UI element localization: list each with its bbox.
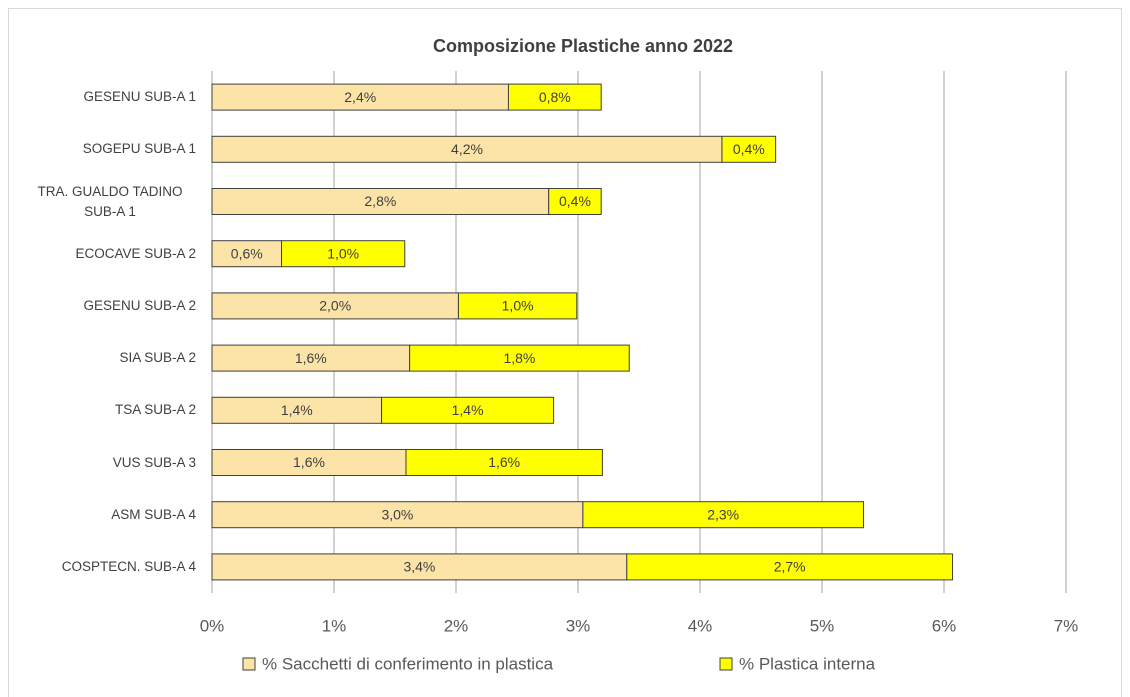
data-label: 1,0% (327, 245, 359, 261)
data-label: 0,8% (539, 89, 571, 105)
bar-segment (211, 188, 550, 215)
data-label: 1,4% (452, 402, 484, 418)
data-label: 1,8% (503, 350, 535, 366)
bar-segment (211, 449, 407, 476)
y-tick-label: VUS SUB-A 3 (0, 443, 196, 483)
data-label: 1,0% (502, 298, 534, 314)
data-label: 0,4% (559, 193, 591, 209)
x-tick-label: 6% (932, 616, 957, 635)
legend-label: % Plastica interna (739, 654, 876, 673)
data-label: 4,2% (451, 141, 483, 157)
x-tick-label: 4% (688, 616, 713, 635)
category-text: ASM SUB-A 4 (111, 506, 196, 522)
category-text: TRA. GUALDO TADINO SUB-A 1 (37, 183, 183, 219)
data-label: 2,4% (344, 89, 376, 105)
category-text: SOGEPU SUB-A 1 (82, 141, 196, 157)
data-label: 2,3% (707, 506, 739, 522)
data-label: 2,0% (319, 298, 351, 314)
y-tick-label: ASM SUB-A 4 (0, 495, 196, 535)
data-label: 2,7% (774, 559, 806, 575)
y-tick-label: GESENU SUB-A 1 (0, 77, 196, 117)
data-label: 3,4% (403, 559, 435, 575)
data-label: 1,4% (281, 402, 313, 418)
bar-segment (281, 240, 406, 268)
data-label: 1,6% (488, 454, 520, 470)
data-label: 2,8% (364, 193, 396, 209)
x-tick-label: 2% (444, 616, 469, 635)
category-text: SIA SUB-A 2 (119, 350, 196, 366)
bar-segment (582, 501, 864, 529)
bar-segment (507, 83, 602, 111)
x-tick-label: 7% (1054, 616, 1079, 635)
legend-label: % Sacchetti di conferimento in plastica (262, 654, 554, 673)
bar-segment (211, 344, 411, 372)
x-tick-label: 1% (322, 616, 347, 635)
category-text: TSA SUB-A 2 (114, 402, 196, 418)
x-tick-label: 3% (566, 616, 591, 635)
bar-segment (409, 344, 630, 372)
bar-segment (211, 396, 383, 424)
bar-segment (211, 553, 628, 581)
data-label: 0,6% (231, 245, 263, 261)
x-tick-label: 5% (810, 616, 835, 635)
bar-segment (721, 135, 777, 163)
bar-segment (548, 188, 602, 215)
legend-swatch (242, 657, 256, 671)
data-label: 0,4% (733, 141, 765, 157)
bar-segment (211, 292, 459, 320)
bar-segment (211, 135, 723, 163)
bar-segment (211, 501, 584, 529)
category-text: COSPTECN. SUB-A 4 (61, 558, 196, 574)
y-tick-label: ECOCAVE SUB-A 2 (0, 234, 196, 274)
bar-segment (211, 240, 283, 268)
bar-segment (211, 83, 509, 111)
x-tick-label: 0% (200, 616, 225, 635)
category-text: ECOCAVE SUB-A 2 (75, 245, 196, 261)
y-tick-label: GESENU SUB-A 2 (0, 286, 196, 326)
data-label: 3,0% (381, 506, 413, 522)
bar-segment (626, 553, 954, 581)
y-tick-label: SIA SUB-A 2 (0, 338, 196, 378)
y-tick-label: COSPTECN. SUB-A 4 (0, 547, 196, 587)
bar-segment (457, 292, 578, 320)
y-tick-label: SOGEPU SUB-A 1 (0, 129, 196, 169)
category-text: VUS SUB-A 3 (112, 454, 196, 470)
bar-segment (381, 396, 555, 424)
data-label: 1,6% (295, 350, 327, 366)
legend-swatch (719, 657, 733, 671)
y-tick-label: TRA. GUALDO TADINO SUB-A 1 (0, 182, 196, 222)
category-text: GESENU SUB-A 1 (83, 89, 196, 105)
chart-title: Composizione Plastiche anno 2022 (433, 36, 733, 56)
category-text: GESENU SUB-A 2 (83, 297, 196, 313)
bar-segment (405, 449, 603, 476)
data-label: 1,6% (293, 454, 325, 470)
y-tick-label: TSA SUB-A 2 (0, 390, 196, 430)
